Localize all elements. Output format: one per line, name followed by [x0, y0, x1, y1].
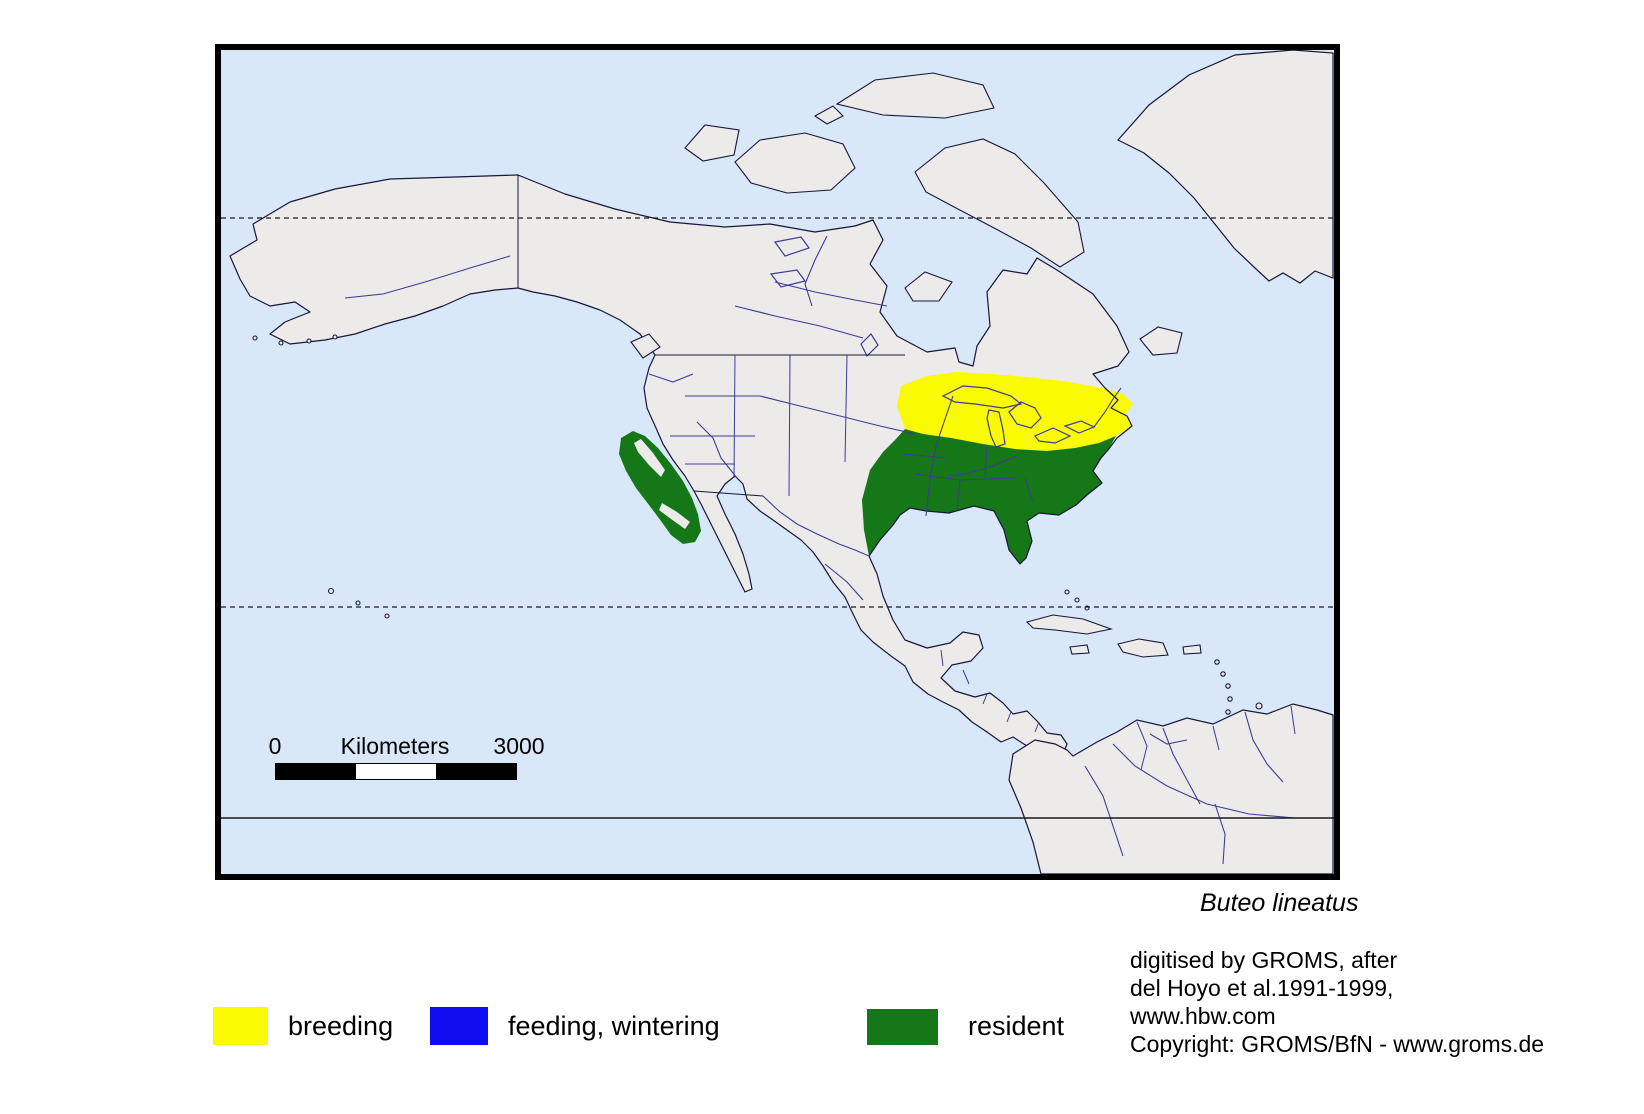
map-frame-border	[215, 44, 1340, 880]
scale-end-label: 3000	[493, 733, 545, 759]
scale-bar	[275, 763, 517, 780]
scale-bar-segment-3	[436, 764, 516, 779]
credits-line-1: digitised by GROMS, after	[1130, 947, 1398, 973]
coastal-islands	[252, 326, 1183, 619]
scale-bar-segment-2	[356, 764, 436, 779]
caribbean-islands	[1025, 589, 1263, 727]
political-borders	[517, 175, 1296, 771]
legend-label-resident: resident	[968, 1011, 1065, 1041]
south-america	[1008, 703, 1334, 875]
legend-swatch-resident	[867, 1009, 938, 1045]
credits-block: digitised by GROMS, after del Hoyo et al…	[1130, 946, 1544, 1058]
resident-range-region	[862, 429, 1116, 564]
credits-line-4: Copyright: GROMS/BfN - www.groms.de	[1130, 1031, 1545, 1057]
legend-swatch-breeding	[213, 1007, 268, 1045]
species-name-label: Buteo lineatus	[1200, 889, 1359, 917]
scale-start-label: 0	[268, 733, 282, 759]
scale-unit-label: Kilometers	[340, 733, 450, 759]
scale-bar-segment-1	[276, 764, 356, 779]
legend-swatch-feeding-wintering	[430, 1007, 488, 1045]
credits-line-3: www.hbw.com	[1130, 1003, 1276, 1029]
greenland	[1117, 49, 1334, 284]
coastline-outline	[229, 174, 1133, 771]
california-resident-patches	[619, 431, 701, 544]
arctic-islands	[684, 72, 1085, 302]
credits-line-2: del Hoyo et al.1991-1999,	[1130, 975, 1394, 1001]
rivers	[344, 235, 1296, 865]
north-america-range-map	[215, 44, 1340, 880]
breeding-range-region	[897, 372, 1133, 451]
legend-label-feeding-wintering: feeding, wintering	[508, 1011, 720, 1041]
legend-label-breeding: breeding	[288, 1011, 394, 1041]
lakes	[769, 236, 1096, 448]
map-canvas	[215, 44, 1340, 880]
